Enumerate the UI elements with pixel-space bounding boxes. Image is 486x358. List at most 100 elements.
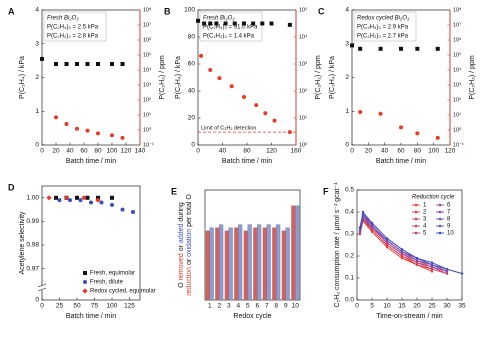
y-tick-label: 3 (345, 40, 349, 47)
marker (199, 53, 204, 58)
y-tick-label: 100 (184, 7, 195, 14)
marker (358, 232, 362, 236)
marker (385, 237, 389, 240)
y2-tick-label: 10⁴ (299, 33, 308, 40)
x-tick-label: 5 (370, 303, 374, 310)
y-axis-label: P(C₂H₄) / kPa (175, 56, 182, 99)
y-tick-label: 1.00 (26, 195, 39, 202)
x-tick-label: 40 (219, 148, 227, 155)
marker (251, 21, 256, 26)
x-tick-label: 9 (284, 303, 288, 310)
marker (208, 21, 213, 26)
y-tick-label: 80 (188, 34, 196, 41)
marker (358, 46, 363, 51)
marker (415, 46, 420, 51)
marker (370, 230, 374, 233)
legend-swatch (414, 210, 418, 214)
x-tick-label: 120 (266, 148, 277, 155)
plot-frame (41, 185, 141, 301)
y2-tick-label: 10² (143, 97, 151, 103)
marker (120, 62, 125, 66)
legend-label: 3 (423, 217, 427, 223)
y2-tick-label: 10⁷ (143, 21, 151, 28)
y-tick-label: 4 (345, 7, 349, 14)
marker (400, 248, 404, 251)
x-axis-label: Time-on-stream / min (376, 313, 442, 320)
marker (202, 21, 207, 26)
x-tick-label: 30 (443, 303, 451, 310)
legend-swatch (438, 210, 442, 214)
marker (75, 195, 79, 200)
marker (350, 43, 354, 48)
marker (399, 46, 403, 51)
marker (358, 226, 362, 229)
x-tick-label: 7 (265, 303, 269, 310)
y-tick-label: 40 (188, 88, 196, 95)
legend-label: 9 (447, 224, 451, 230)
x-tick-label: 4 (236, 303, 240, 310)
marker (214, 21, 219, 26)
y-tick-label: 1 (345, 108, 349, 115)
bar (272, 227, 277, 301)
y-axis-label: O removed or added during (178, 202, 185, 288)
x-tick-label: 0 (350, 148, 354, 155)
marker (75, 62, 79, 66)
y2-tick-label: 10⁻¹ (143, 142, 154, 148)
marker (85, 62, 90, 66)
marker (272, 118, 277, 123)
annotation-box (199, 11, 263, 42)
x-tick-label: 0 (196, 148, 200, 155)
y-tick-label: 0.2 (345, 253, 354, 260)
annotation-box (43, 11, 107, 42)
y-axis-label-part: reduction (186, 267, 193, 296)
marker (400, 254, 404, 258)
x-tick-label: 140 (135, 148, 146, 155)
marker (131, 209, 135, 214)
marker (358, 109, 363, 114)
x-tick-label: 40 (381, 148, 389, 155)
legend-marker (83, 280, 87, 284)
marker (361, 210, 365, 214)
annotation: P(C₂H₄)₀ = 91.0 kPa (203, 25, 258, 31)
x-tick-label: 6 (255, 303, 259, 310)
y-tick-label: 0.0 (345, 297, 354, 304)
y-axis-label-part: during (178, 202, 185, 224)
marker (110, 62, 114, 66)
marker (96, 62, 100, 66)
y-axis-label: C₂H₂ consumption rate / μmol s⁻¹ gcat⁻¹ (334, 182, 341, 308)
y-axis-label: Acetylene selectivity (19, 211, 26, 275)
marker (358, 228, 362, 231)
marker (415, 131, 420, 136)
y-tick-label: 0.98 (26, 242, 39, 249)
bar (276, 224, 281, 301)
marker (57, 198, 62, 203)
annotation-box (353, 11, 417, 42)
y-tick-label: 0 (191, 142, 195, 149)
marker (241, 21, 246, 26)
marker (385, 243, 389, 247)
y-axis-label-part: O (178, 280, 185, 287)
y2-tick-label: 10⁵ (143, 51, 151, 58)
bar (291, 205, 296, 301)
legend-label: 4 (423, 224, 427, 230)
axis-break (37, 283, 47, 292)
marker (120, 135, 125, 140)
marker (287, 22, 292, 27)
panel-letter: F (323, 186, 329, 196)
y-tick-label: 2 (345, 74, 349, 81)
y2-axis-label: P(C₂H₂) / ppm (159, 55, 166, 99)
y-axis-label: P(C₂H₄) / kPa (329, 56, 336, 99)
legend-marker (83, 271, 87, 275)
bar (224, 230, 229, 301)
x-axis-label: Batch time / min (222, 158, 272, 165)
bar (205, 230, 210, 301)
legend-swatch (438, 231, 442, 235)
x-tick-label: 80 (243, 148, 251, 155)
marker (229, 84, 234, 89)
annotation: Fresh Bi₂O₃ (47, 16, 79, 22)
y2-tick-label: 10⁸ (453, 6, 461, 13)
x-tick-label: 100 (107, 148, 118, 155)
plot-frame (204, 189, 301, 301)
x-tick-label: 120 (445, 148, 456, 155)
y-tick-label: 0 (35, 297, 39, 304)
